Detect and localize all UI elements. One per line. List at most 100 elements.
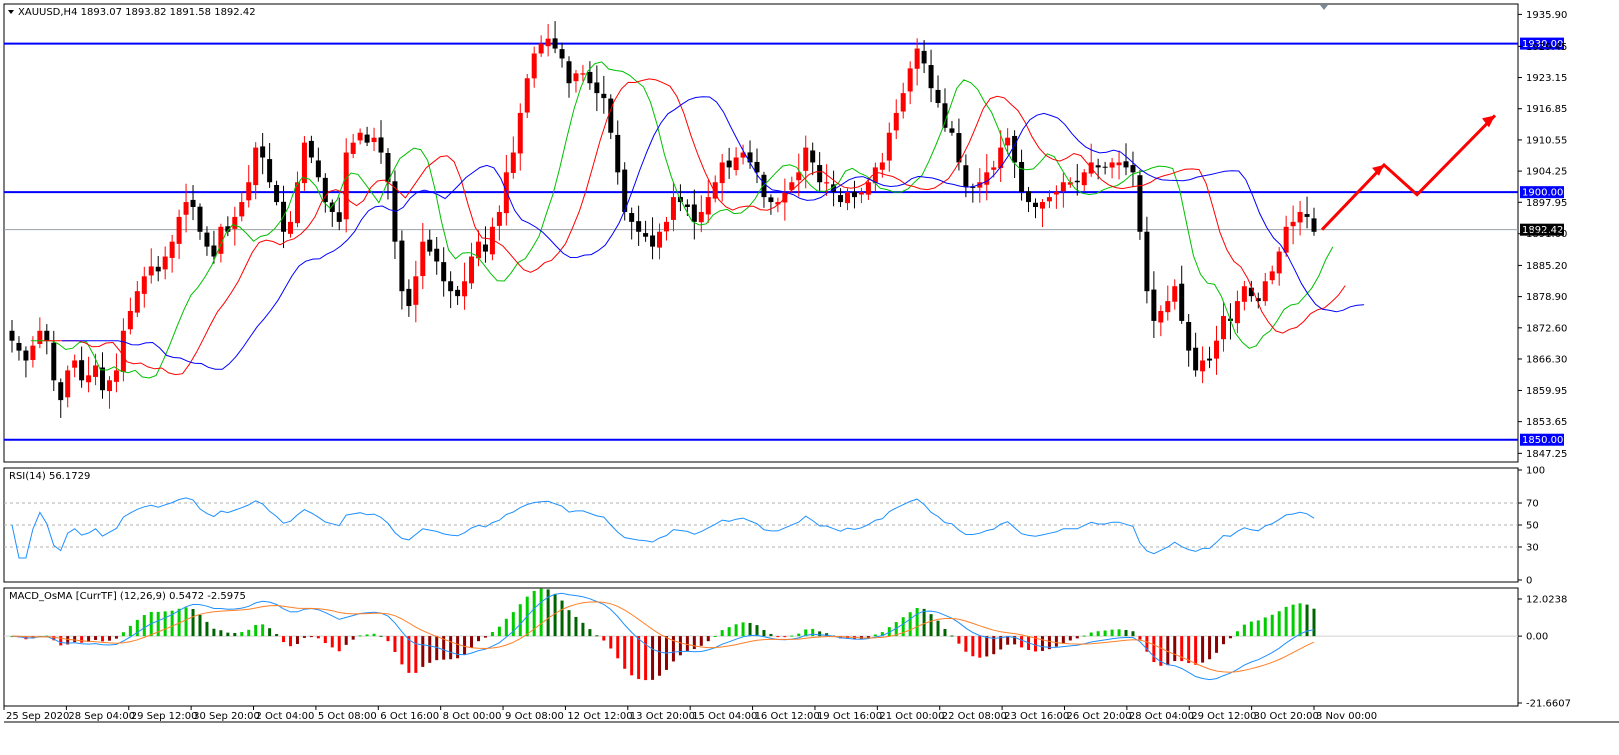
osma-bar (463, 636, 467, 655)
osma-bar (1256, 620, 1260, 637)
candle-body (420, 241, 426, 277)
candle-body (726, 160, 732, 168)
osma-bar (713, 636, 717, 638)
candle-body (385, 153, 391, 183)
osma-bar (10, 636, 14, 638)
time-tick-label: 16 Oct 12:00 (755, 711, 820, 722)
candle-body (754, 161, 760, 173)
candle-body (552, 38, 558, 49)
candle-body (580, 73, 586, 75)
candle-body (977, 182, 983, 188)
macd-tick-label: -21.6607 (1526, 699, 1571, 710)
candle-body (315, 160, 321, 178)
osma-bar (309, 636, 313, 638)
osma-bar (219, 630, 223, 637)
osma-bar (1270, 614, 1274, 637)
candle-body (1297, 211, 1303, 223)
price-tick-label: 1916.85 (1526, 104, 1567, 115)
osma-bar (1117, 629, 1121, 637)
candle-body (44, 330, 50, 341)
osma-bar (1187, 636, 1191, 664)
candle-body (267, 159, 273, 183)
candle-body (1032, 202, 1038, 208)
rsi-panel: 100 70 50 30 0 RSI(14) 56.1729 (4, 466, 1545, 587)
osma-bar (73, 636, 77, 643)
candle-body (643, 233, 649, 237)
osma-bar (497, 626, 501, 637)
candle-body (475, 241, 481, 259)
osma-bar (379, 635, 383, 637)
candle-body (970, 186, 976, 188)
level-label: 1850.00 (1522, 435, 1563, 446)
candle-body (928, 65, 934, 89)
macd-tick-label: 0.00 (1526, 632, 1548, 643)
rsi-tick-label: 30 (1526, 543, 1539, 554)
osma-bar (741, 622, 745, 637)
osma-bar (1068, 636, 1072, 641)
candle-body (1144, 231, 1150, 292)
osma-bar (1103, 630, 1107, 637)
osma-bar (971, 636, 975, 657)
candle-body (253, 147, 259, 186)
osma-bar (762, 630, 766, 637)
candle-body (524, 78, 530, 113)
price-tick-label: 1929.45 (1526, 42, 1567, 53)
osma-bar (804, 629, 808, 637)
price-tick-label: 1910.55 (1526, 135, 1567, 146)
osma-bar (247, 629, 251, 637)
candle-body (218, 226, 224, 254)
osma-bar (254, 625, 258, 637)
osma-bar (609, 636, 613, 649)
osma-bar (783, 636, 787, 638)
time-tick-label: 25 Sep 2020 (6, 711, 69, 722)
candle-body (232, 216, 238, 229)
osma-bar (706, 636, 710, 642)
osma-bar (386, 636, 390, 642)
osma-bar (901, 617, 905, 637)
osma-bar (504, 618, 508, 637)
osma-bar (261, 624, 265, 637)
forecast-arrowhead-mid (1372, 164, 1384, 176)
time-tick-label: 19 Oct 16:00 (817, 711, 882, 722)
candle-body (1179, 283, 1185, 321)
osma-bar (692, 636, 696, 650)
candle-body (810, 150, 816, 163)
price-tick-label: 1853.65 (1526, 417, 1567, 428)
osma-bar (678, 636, 682, 656)
candle-body (991, 167, 997, 170)
candle-body (663, 221, 669, 232)
osma-bar (240, 632, 244, 637)
osma-bar (602, 636, 606, 641)
candle-body (406, 288, 412, 307)
candle-body (343, 152, 349, 220)
osma-bar (866, 636, 870, 638)
price-tick-label: 1866.30 (1526, 355, 1567, 366)
candle-body (16, 342, 22, 351)
candle-body (1158, 310, 1164, 323)
candle-body (197, 206, 203, 232)
candle-body (1102, 166, 1108, 168)
candle-body (900, 93, 906, 112)
time-tick-label: 28 Sep 04:00 (68, 711, 135, 722)
osma-bar (567, 610, 571, 637)
osma-bar (595, 635, 599, 637)
candle-body (448, 281, 454, 292)
candle-body (1109, 162, 1115, 168)
osma-bar (289, 636, 293, 647)
candle-body (37, 330, 43, 344)
candle-body (573, 73, 579, 82)
candle-body (670, 197, 676, 220)
osma-bar (66, 636, 70, 645)
level-label: 1930.00 (1522, 39, 1563, 50)
osma-bar (560, 600, 564, 637)
candle-body (698, 211, 704, 223)
osma-bar (59, 636, 63, 646)
osma-bar (135, 619, 139, 637)
candle-body (921, 50, 927, 64)
time-tick-label: 13 Oct 20:00 (630, 711, 695, 722)
time-tick-label: 22 Oct 08:00 (942, 711, 1007, 722)
osma-bar (887, 627, 891, 637)
candle-body (845, 192, 851, 204)
